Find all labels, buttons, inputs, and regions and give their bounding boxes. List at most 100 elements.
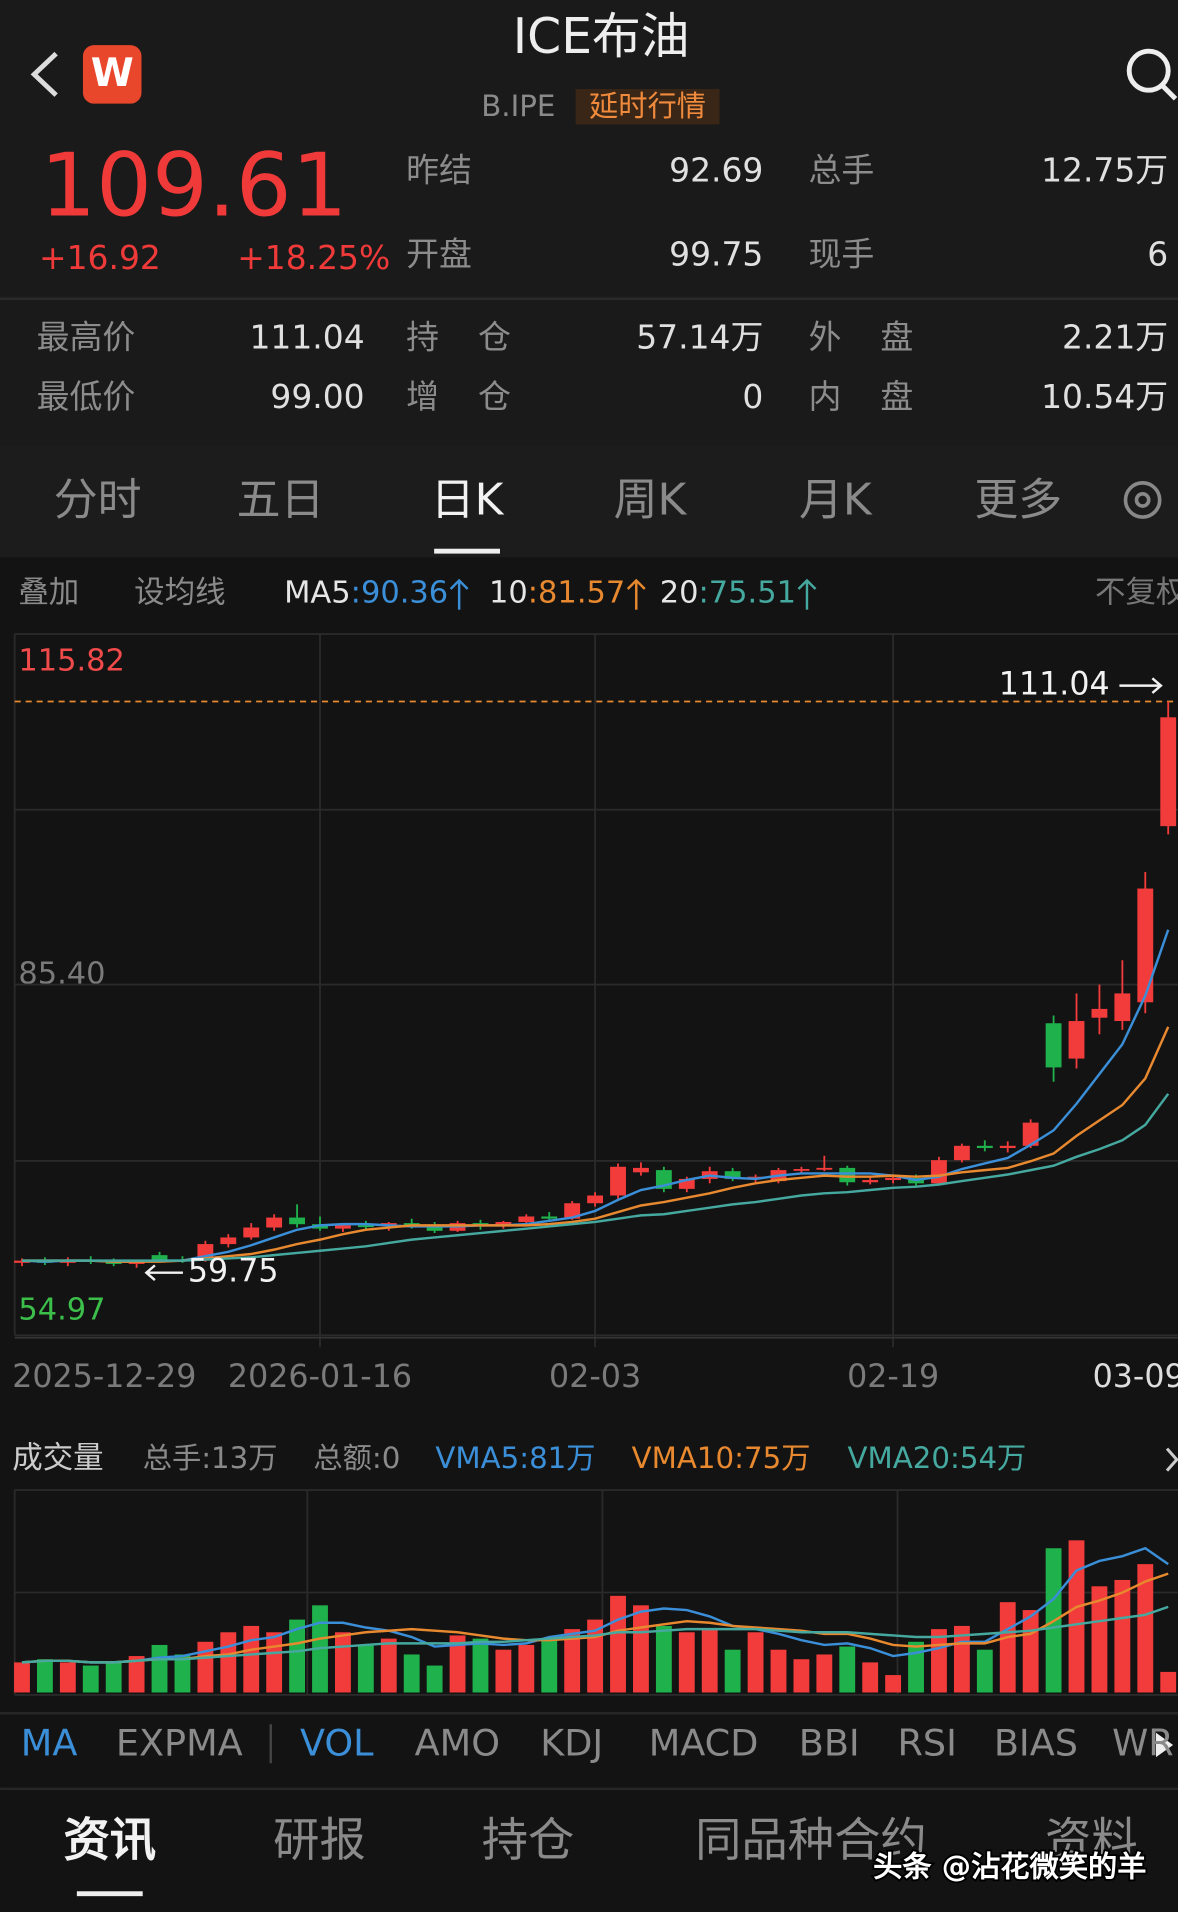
ma-line (21, 1093, 1170, 1262)
ma-legend-name: 10 (489, 575, 528, 610)
price-change: +16.92 (39, 238, 161, 277)
indicator-tab[interactable]: WR (1112, 1721, 1174, 1764)
volume-bar (289, 1619, 306, 1693)
period-tab[interactable]: 日K (431, 474, 505, 525)
stat-value: 6 (1147, 235, 1168, 274)
volume-legend: VMA10:75万 (632, 1441, 811, 1475)
period-tab[interactable]: 分时 (54, 474, 142, 525)
search-button[interactable] (1126, 48, 1178, 101)
indicator-tab[interactable]: EXPMA (116, 1721, 243, 1764)
candle-body (1137, 888, 1154, 1003)
price-change-pct: +18.25% (237, 238, 390, 277)
volume-bar (999, 1602, 1016, 1693)
volume-bar (14, 1662, 30, 1693)
candle-body (678, 1178, 695, 1189)
settings-button[interactable] (1123, 481, 1162, 519)
period-tab[interactable]: 月K (799, 474, 873, 525)
candle-body (243, 1227, 260, 1238)
volume-bar (151, 1644, 168, 1693)
volume-bar (266, 1632, 283, 1693)
indicator-tab[interactable]: AMO (415, 1721, 500, 1764)
volume-bar (335, 1632, 351, 1693)
indicator-tab[interactable]: RSI (898, 1721, 957, 1764)
candle-body (1114, 993, 1131, 1022)
scroll-right[interactable] (1156, 1732, 1174, 1758)
bottom-tab[interactable]: 持仓 (482, 1813, 575, 1867)
last-price: 109.61 (40, 134, 347, 236)
indicator-tab[interactable]: KDJ (540, 1721, 603, 1764)
ma-line (21, 1026, 1170, 1263)
title: ICE布油 (513, 8, 690, 65)
indicator-tab[interactable]: VOL (300, 1721, 374, 1764)
candle-body (724, 1171, 741, 1179)
volume-bar (655, 1625, 672, 1693)
volume-bar (495, 1649, 512, 1693)
volume-bar (1091, 1586, 1108, 1693)
ma-legend-separator: : (351, 575, 361, 610)
candle-body (931, 1160, 947, 1184)
ma-legend-name: MA5 (284, 575, 351, 610)
volume-bar (1160, 1671, 1177, 1693)
indicator-tab[interactable]: BBI (799, 1721, 860, 1764)
quote-panel (0, 0, 1178, 446)
toolbar-item[interactable]: 设均线 (134, 575, 225, 610)
volume-stat: 总手:13万 (143, 1441, 278, 1475)
ma-line (21, 929, 1170, 1263)
volume-bar (403, 1654, 420, 1693)
stat-value: 92.69 (669, 150, 763, 189)
up-arrow (449, 578, 469, 590)
candle-body (610, 1166, 626, 1196)
candle-body (564, 1203, 581, 1219)
candle-body (220, 1237, 237, 1245)
candle-body (151, 1255, 168, 1260)
bottom-tab[interactable]: 研报 (273, 1813, 366, 1867)
tab-bar (0, 445, 1178, 558)
up-arrow (797, 578, 817, 590)
bottom-tab[interactable]: 资料 (1045, 1813, 1138, 1867)
indicator-tab[interactable]: MACD (649, 1721, 759, 1764)
candle-body (587, 1195, 604, 1204)
candle-body (518, 1216, 535, 1222)
vma-line (21, 1572, 1169, 1664)
candle-body (839, 1167, 856, 1183)
stat-label: 总手 (808, 150, 874, 189)
volume-bar (1114, 1579, 1131, 1693)
volume-bar (1137, 1564, 1154, 1693)
ma-legend-separator: : (699, 575, 709, 610)
period-tab[interactable]: 更多 (974, 474, 1062, 525)
symbol-code: B.IPE (481, 89, 555, 123)
volume-bar (518, 1644, 535, 1693)
candle-body (1022, 1122, 1039, 1146)
candle-body (816, 1167, 833, 1170)
indicator-tab[interactable]: MA (21, 1721, 78, 1764)
arrow (144, 1264, 156, 1281)
candle-body (999, 1145, 1016, 1149)
volume-bar (633, 1605, 649, 1693)
volume-bar (36, 1659, 53, 1693)
candle-body (976, 1145, 993, 1149)
volume-bar (885, 1675, 902, 1693)
expand-arrow[interactable] (1165, 1447, 1178, 1472)
period-tab[interactable]: 五日 (237, 474, 325, 525)
toolbar-item[interactable]: 不复权 (1095, 575, 1178, 610)
volume-bar (426, 1665, 443, 1693)
volume-bar (449, 1635, 466, 1693)
volume-bar (472, 1638, 489, 1693)
toolbar-item[interactable]: 叠加 (18, 575, 79, 610)
volume-bar (59, 1662, 76, 1693)
up-arrow (626, 578, 646, 590)
volume-bar (724, 1649, 741, 1693)
bottom-tab[interactable]: 同品种合约 (695, 1813, 927, 1867)
back-button[interactable] (30, 51, 58, 97)
bottom-tab[interactable]: 资讯 (63, 1813, 156, 1867)
volume-bar (197, 1641, 214, 1693)
candle-body (541, 1216, 558, 1219)
tab-underline (76, 1891, 143, 1897)
indicator-tab[interactable]: BIAS (994, 1721, 1078, 1764)
stat-label: 持 仓 (406, 317, 511, 356)
period-tab[interactable]: 周K (614, 474, 688, 525)
candle-body (426, 1226, 443, 1231)
volume-stat: 总额:0 (313, 1441, 400, 1475)
candle-body (335, 1225, 351, 1229)
